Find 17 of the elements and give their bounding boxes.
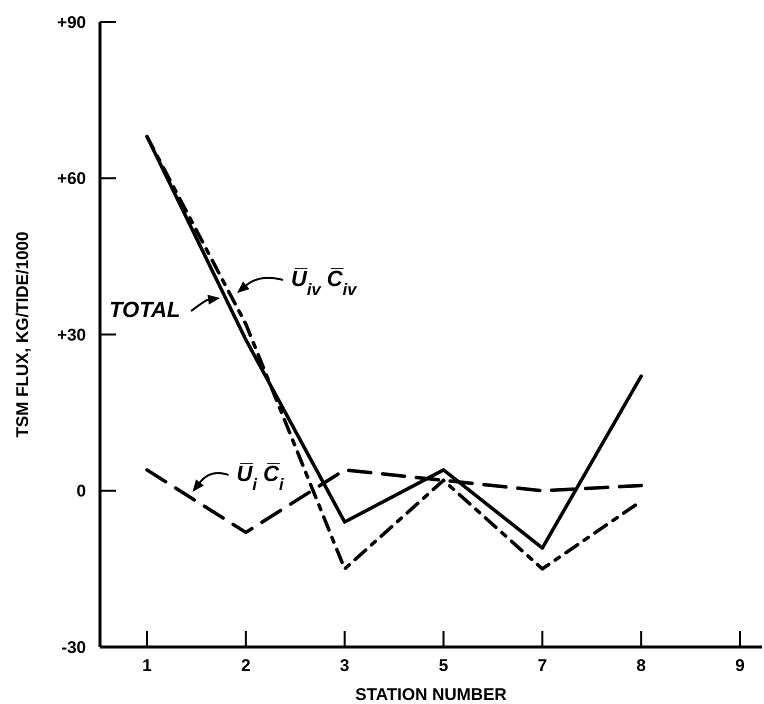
x-tick-label: 2 (241, 656, 251, 675)
legend-label: U̅$_{i}$ C̅$_{i}$ (236, 460, 284, 494)
x-tick-label: 7 (538, 656, 548, 675)
y-tick-label: +90 (57, 12, 86, 32)
series-label: TOTAL (109, 297, 180, 322)
x-tick-label: 9 (735, 656, 745, 675)
x-tick-label: 3 (340, 656, 350, 675)
y-tick-label: +30 (57, 325, 86, 344)
x-tick-label: 8 (636, 656, 646, 675)
legend-label: U̅$_{iv}$ C̅$_{iv}$ (291, 266, 358, 299)
y-axis-title: TSM FLUX, KG/TIDE/1000 (13, 232, 32, 438)
y-tick-label: +60 (57, 169, 86, 188)
x-tick-label: 5 (438, 656, 448, 675)
x-axis-title: STATION NUMBER (355, 685, 507, 704)
x-tick-label: 1 (142, 656, 152, 675)
y-tick-label: 0 (76, 482, 86, 501)
y-tick-label: -30 (61, 638, 86, 657)
